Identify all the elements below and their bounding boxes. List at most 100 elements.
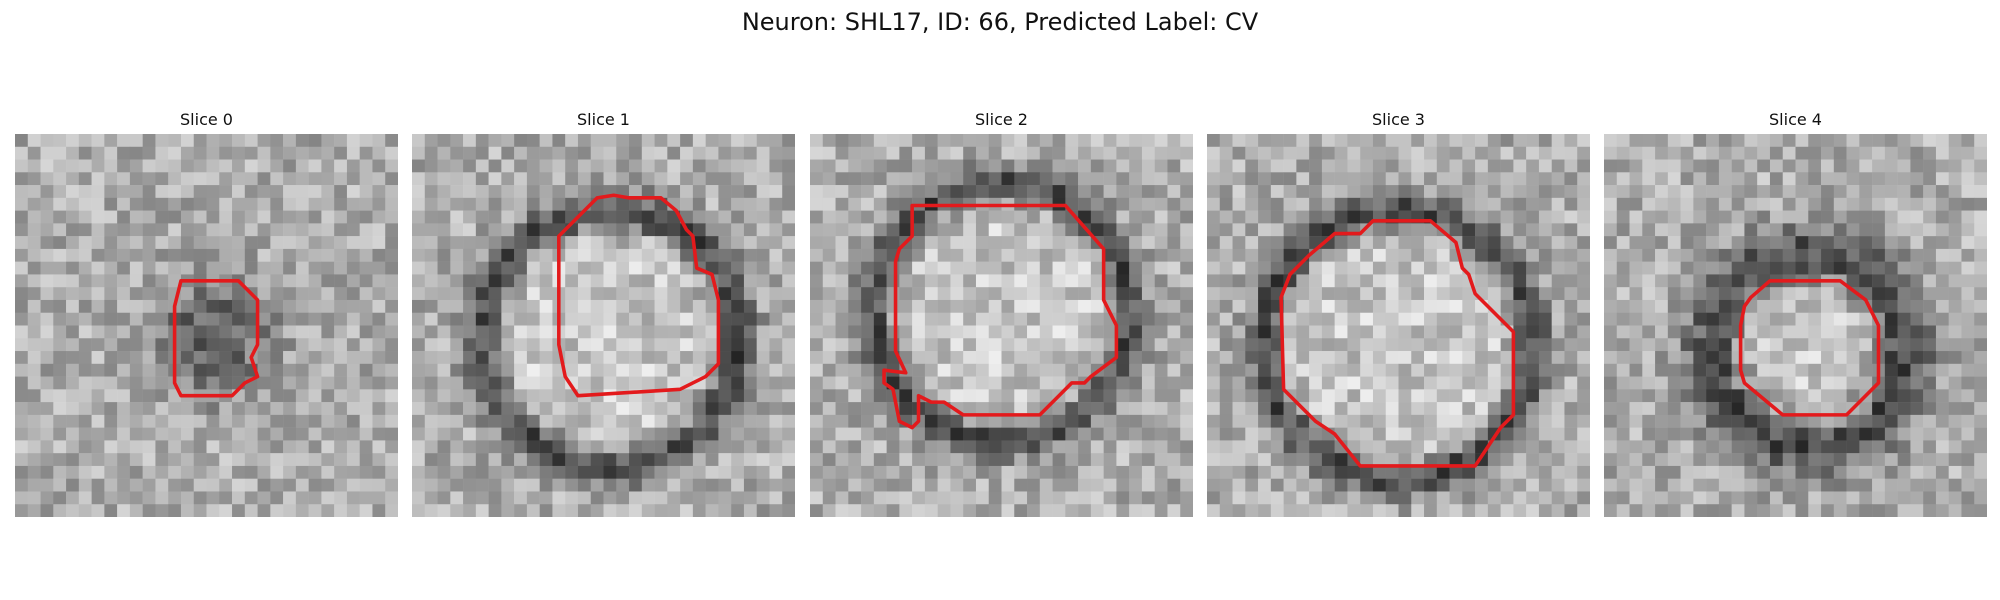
image-pixel (1526, 134, 1540, 148)
image-pixel (1296, 210, 1310, 224)
image-pixel (1347, 402, 1361, 416)
image-pixel (1923, 325, 1937, 339)
image-pixel (1449, 491, 1463, 505)
image-pixel (1090, 504, 1104, 517)
image-pixel (1014, 402, 1028, 416)
image-pixel (1757, 338, 1771, 352)
image-pixel (206, 363, 220, 377)
image-pixel (577, 465, 591, 479)
image-pixel (1795, 389, 1809, 403)
image-pixel (1629, 274, 1643, 288)
image-pixel (15, 261, 29, 275)
image-pixel (66, 210, 80, 224)
image-pixel (1436, 325, 1450, 339)
image-pixel (1833, 159, 1847, 173)
image-pixel (180, 287, 194, 301)
image-pixel (1655, 312, 1669, 326)
image-pixel (1385, 172, 1399, 186)
image-pixel (1526, 172, 1540, 186)
image-pixel (950, 299, 964, 313)
image-pixel (1974, 146, 1987, 160)
image-pixel (539, 414, 553, 428)
image-pixel (1718, 185, 1732, 199)
image-pixel (769, 363, 783, 377)
image-pixel (680, 478, 694, 492)
image-pixel (924, 312, 938, 326)
image-pixel (629, 248, 643, 262)
image-pixel (1436, 210, 1450, 224)
image-pixel (1897, 172, 1911, 186)
image-pixel (1538, 338, 1552, 352)
image-pixel (1103, 159, 1117, 173)
image-pixel (835, 185, 849, 199)
image-pixel (963, 478, 977, 492)
image-pixel (1808, 338, 1822, 352)
image-pixel (1833, 312, 1847, 326)
image-pixel (1372, 338, 1386, 352)
image-pixel (1667, 248, 1681, 262)
image-pixel (334, 440, 348, 454)
image-pixel (437, 223, 451, 237)
image-pixel (924, 146, 938, 160)
image-pixel (1513, 363, 1527, 377)
image-pixel (1078, 172, 1092, 186)
image-pixel (822, 287, 836, 301)
image-pixel (1321, 440, 1335, 454)
image-pixel (1769, 389, 1783, 403)
image-pixel (963, 465, 977, 479)
image-pixel (1513, 427, 1527, 441)
image-pixel (463, 299, 477, 313)
image-pixel (66, 453, 80, 467)
image-pixel (257, 465, 271, 479)
image-pixel (1385, 351, 1399, 365)
image-pixel (1872, 210, 1886, 224)
image-pixel (1667, 363, 1681, 377)
image-pixel (848, 210, 862, 224)
image-pixel (155, 287, 169, 301)
image-pixel (1833, 440, 1847, 454)
image-pixel (1872, 159, 1886, 173)
image-pixel (142, 376, 156, 390)
image-pixel (1052, 185, 1066, 199)
image-pixel (1385, 478, 1399, 492)
image-pixel (1642, 465, 1656, 479)
image-pixel (66, 197, 80, 211)
image-pixel (1039, 223, 1053, 237)
image-pixel (283, 453, 297, 467)
image-pixel (1910, 146, 1924, 160)
image-pixel (514, 478, 528, 492)
image-pixel (1538, 465, 1552, 479)
image-pixel (861, 210, 875, 224)
image-pixel (372, 440, 386, 454)
image-pixel (899, 325, 913, 339)
image-pixel (1245, 172, 1259, 186)
image-pixel (680, 338, 694, 352)
image-pixel (1436, 197, 1450, 211)
image-pixel (117, 248, 131, 262)
image-pixel (924, 210, 938, 224)
image-pixel (743, 299, 757, 313)
image-pixel (1808, 159, 1822, 173)
image-pixel (1360, 453, 1374, 467)
image-pixel (1718, 134, 1732, 148)
image-pixel (1296, 491, 1310, 505)
image-pixel (873, 172, 887, 186)
image-pixel (937, 376, 951, 390)
image-pixel (873, 236, 887, 250)
image-pixel (1693, 453, 1707, 467)
image-pixel (1833, 287, 1847, 301)
image-pixel (450, 389, 464, 403)
image-pixel (912, 261, 926, 275)
image-pixel (1154, 414, 1168, 428)
image-pixel (15, 351, 29, 365)
image-pixel (1769, 261, 1783, 275)
image-pixel (346, 274, 360, 288)
image-pixel (501, 414, 515, 428)
image-pixel (270, 312, 284, 326)
image-pixel (1974, 236, 1987, 250)
image-pixel (475, 312, 489, 326)
image-pixel (463, 414, 477, 428)
image-pixel (1424, 185, 1438, 199)
image-pixel (1655, 261, 1669, 275)
image-pixel (1655, 491, 1669, 505)
